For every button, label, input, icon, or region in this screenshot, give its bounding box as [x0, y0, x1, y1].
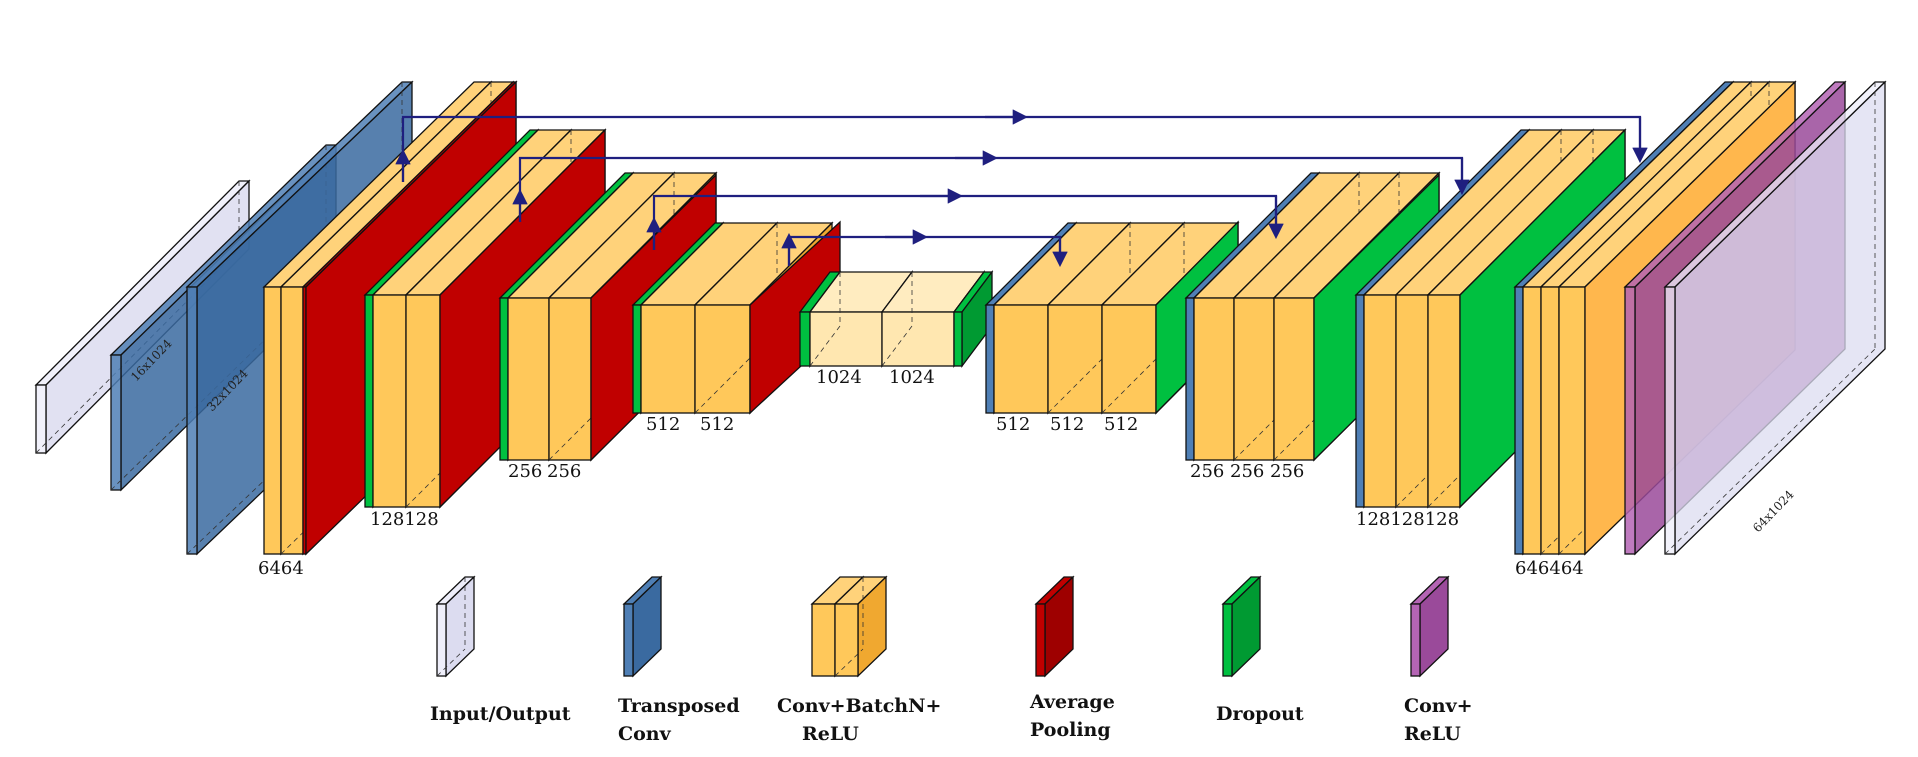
legend-icon-pool — [1034, 575, 1075, 678]
svg-text:1024: 1024 — [816, 367, 862, 388]
legend-icon-conv-b — [833, 575, 888, 678]
legend-item-dropout: Dropout — [1216, 703, 1304, 725]
svg-text:512: 512 — [996, 414, 1030, 435]
output-dim-label: 64x1024 — [1750, 487, 1797, 535]
svg-text:Conv+: Conv+ — [1404, 695, 1473, 717]
svg-text:512: 512 — [1104, 414, 1138, 435]
svg-text:256: 256 — [1270, 461, 1304, 482]
decoder-block3-labels: 256 256 256 — [1190, 461, 1304, 482]
legend-item-pool: Average Pooling — [1029, 691, 1115, 741]
bottleneck-labels: 1024 1024 — [816, 367, 935, 388]
svg-text:Conv+BatchN+: Conv+BatchN+ — [777, 695, 941, 717]
skip-connections — [395, 109, 1648, 268]
svg-text:Conv: Conv — [618, 723, 672, 745]
decoder-block2-labels: 128128128 — [1356, 509, 1459, 530]
legend-item-io: Input/Output — [430, 703, 571, 725]
legend-item-final: Conv+ ReLU — [1404, 695, 1473, 745]
encoder-block2-labels: 128128 — [370, 509, 439, 530]
skip-connection-4 — [781, 229, 1068, 268]
svg-text:256: 256 — [508, 461, 542, 482]
legend-icons — [435, 575, 1450, 678]
svg-text:ReLU: ReLU — [1404, 723, 1461, 745]
legend-icon-io — [435, 575, 476, 678]
svg-text:Input/Output: Input/Output — [430, 703, 571, 725]
svg-text:Dropout: Dropout — [1216, 703, 1304, 725]
decoder-block4-labels: 512 512 512 — [996, 414, 1138, 435]
svg-text:512: 512 — [1050, 414, 1084, 435]
svg-text:6464: 6464 — [258, 558, 304, 579]
legend-icon-final — [1409, 575, 1450, 678]
legend-item-conv: Conv+BatchN+ ReLU — [777, 695, 941, 745]
svg-text:256: 256 — [547, 461, 581, 482]
encoder-block3-labels: 256 256 — [508, 461, 581, 482]
decoder-block1-labels: 646464 — [1515, 558, 1584, 579]
svg-text:256: 256 — [1230, 461, 1264, 482]
svg-text:ReLU: ReLU — [802, 723, 859, 745]
legend-icon-dropout — [1221, 575, 1262, 678]
encoder-block4-labels: 512 512 — [646, 414, 734, 435]
svg-text:128128128: 128128128 — [1356, 509, 1459, 530]
svg-text:256: 256 — [1190, 461, 1224, 482]
encoder-block1-labels: 6464 — [258, 558, 304, 579]
network-layers — [34, 80, 1887, 556]
output-layer — [1663, 80, 1887, 556]
legend-item-transposed: Transposed Conv — [618, 695, 740, 745]
skip-connection-1 — [395, 109, 1648, 182]
svg-text:512: 512 — [646, 414, 680, 435]
svg-text:128128: 128128 — [370, 509, 439, 530]
svg-text:Average: Average — [1029, 691, 1115, 713]
input-layer — [34, 179, 251, 455]
svg-text:Pooling: Pooling — [1030, 719, 1111, 741]
legend-icon-transposed — [622, 575, 663, 678]
skip-connection-3 — [646, 188, 1284, 250]
svg-text:512: 512 — [700, 414, 734, 435]
svg-text:646464: 646464 — [1515, 558, 1584, 579]
svg-text:Transposed: Transposed — [618, 695, 740, 717]
skip-connection-2 — [512, 150, 1470, 222]
svg-text:1024: 1024 — [889, 367, 935, 388]
